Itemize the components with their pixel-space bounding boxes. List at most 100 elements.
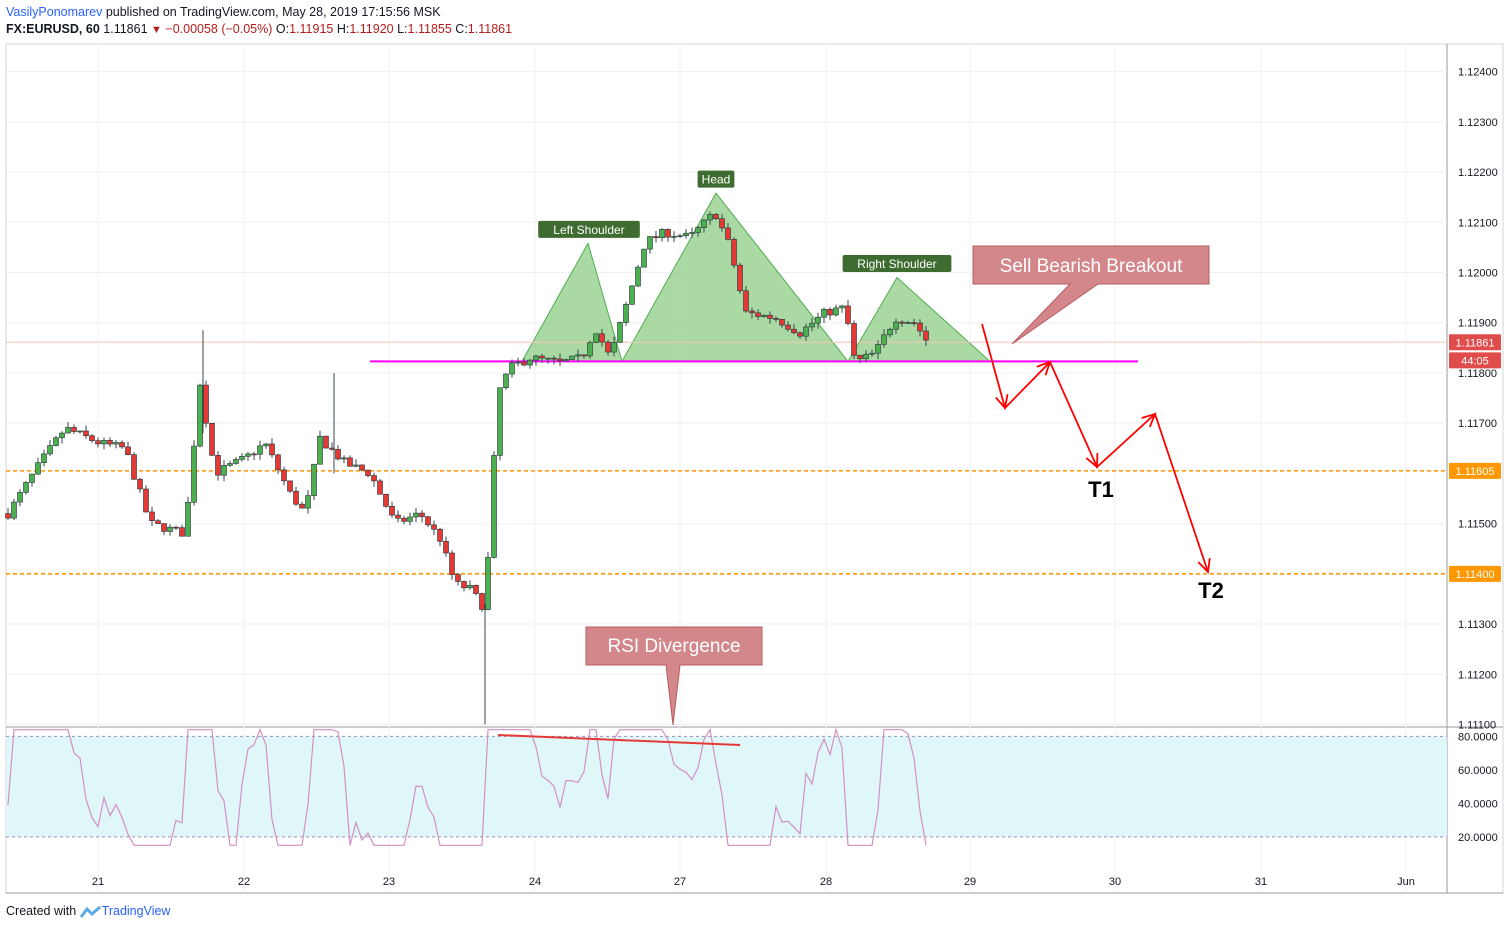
y-tick-label: 1.11200 [1458,669,1497,681]
candle-up [671,236,677,238]
candle-down [899,321,905,324]
candle-up [341,457,347,460]
candle-down [725,227,731,240]
candle-up [587,342,593,357]
chart-publish-info: VasilyPonomarev published on TradingView… [6,5,441,19]
candle-down [605,341,611,353]
rsi-tick-label: 20.0000 [1458,832,1498,844]
rsi-divergence-line [497,734,741,746]
candle-up [35,462,41,475]
rsi-tick-label: 80.0000 [1458,731,1498,743]
candle-up [593,333,599,343]
candle-up [197,384,203,447]
footer-branding: Created with TradingView [6,904,170,918]
candle-down [95,440,101,445]
candle-down [443,541,449,554]
y-tick-label: 1.12400 [1458,67,1498,79]
symbol-label: FX:EURUSD, 60 [6,22,100,36]
candle-down [437,528,443,542]
x-tick-label: 28 [820,876,832,888]
y-tick-label: 1.12300 [1458,117,1498,129]
target-label: T2 [1198,578,1224,603]
candle-down [713,214,719,220]
candle-up [11,501,17,519]
rsi-tick-label: 60.0000 [1458,765,1498,777]
rsi-band [6,736,1447,837]
candle-up [257,445,263,455]
candle-down [161,523,167,532]
price-marker-box [1449,565,1501,582]
candle-down [731,239,737,266]
candle-down [779,319,785,326]
candle-up [77,430,83,433]
candle-down [143,488,149,513]
candle-up [677,235,683,238]
candle-up [695,227,701,233]
y-tick-label: 1.11800 [1458,368,1497,380]
arrowhead-icon [1036,360,1052,376]
candle-up [503,373,509,389]
candle-down [551,357,557,360]
candle-down [851,323,857,356]
pattern-label: Right Shoulder [857,257,936,271]
tradingview-brand[interactable]: TradingView [101,904,171,918]
candle-up [887,328,893,336]
candle-up [641,248,647,268]
y-tick-label: 1.11900 [1458,318,1497,330]
candle-down [401,517,407,522]
candle-down [269,443,275,456]
candle-down [599,333,605,343]
candle-up [683,232,689,237]
candle-up [485,557,491,610]
candle-up [515,361,521,364]
candle-down [827,308,833,316]
candle-up [623,304,629,323]
candle-down [473,584,479,594]
candle-down [917,322,923,332]
candle-down [377,480,383,495]
candle-up [509,362,515,375]
candle-up [563,359,569,362]
candle-down [557,358,563,362]
price-marker-box [1449,334,1501,351]
candle-up [59,432,65,439]
candle-up [821,308,827,318]
candle-up [65,427,71,434]
candle-down [131,454,137,480]
candle-down [179,527,185,537]
candle-up [617,322,623,343]
candle-up [23,482,29,493]
candle-up [629,285,635,305]
rsi-callout-text: RSI Divergence [607,636,740,657]
arrowhead-icon [1141,412,1157,428]
candle-down [125,446,131,455]
candle-up [47,445,53,455]
candle-down [71,427,77,432]
candle-down [479,593,485,610]
candle-up [803,326,809,337]
candle-down [287,480,293,492]
x-tick-label: 22 [238,876,250,888]
candle-down [89,435,95,441]
candle-up [635,266,641,287]
right-shoulder-shape [847,276,992,362]
candle-up [113,442,119,445]
x-tick-label: 27 [674,876,686,888]
candle-down [767,314,773,319]
candle-down [665,229,671,238]
candle-up [239,456,245,460]
candle-up [413,512,419,518]
candle-up [701,219,707,228]
candle-up [185,501,191,537]
candle-up [809,322,815,328]
down-triangle-icon: ▼ [151,24,162,36]
candle-down [845,305,851,324]
candle-down [371,475,377,482]
rsi-panel [6,727,1447,846]
axes-layer: 21 22 23 24 27 28 29 30 31 Jun 1.12400 1.12300 1.122… [92,67,1501,888]
candle-up [41,453,47,463]
candle-up [311,463,317,496]
author-name[interactable]: VasilyPonomarev [6,5,103,19]
candle-up [305,495,311,509]
